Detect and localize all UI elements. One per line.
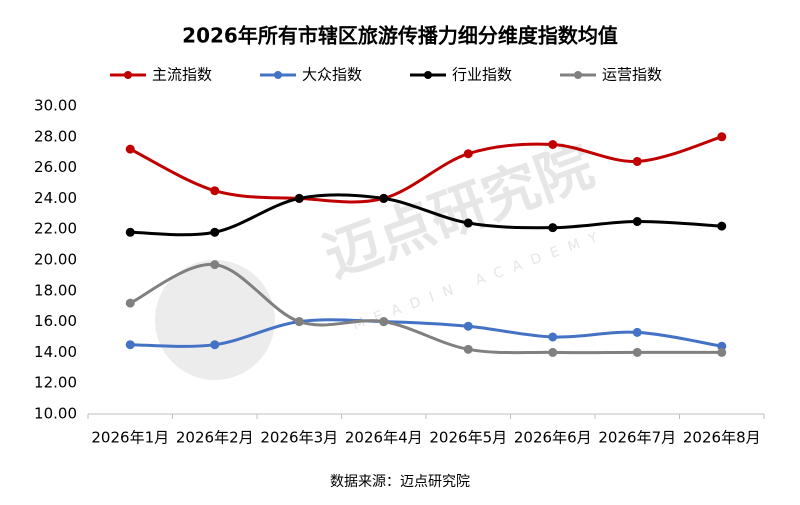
point [632, 327, 642, 337]
legend-label: 行业指数 [452, 66, 512, 84]
point [717, 221, 727, 231]
point [717, 347, 727, 357]
chart-title: 2026年所有市辖区旅游传播力细分维度指数均值 [182, 24, 618, 48]
y-tick-label: 18.00 [34, 281, 77, 299]
legend-label: 运营指数 [602, 66, 662, 84]
y-tick-label: 12.00 [34, 374, 77, 392]
legend-marker [574, 71, 582, 79]
point [463, 321, 473, 331]
series-line [129, 263, 722, 355]
x-tick-label: 2026年3月 [260, 429, 338, 447]
point [548, 347, 558, 357]
y-tick-label: 10.00 [34, 405, 77, 423]
point [294, 317, 304, 327]
point [379, 193, 389, 203]
point [548, 140, 558, 149]
point [463, 149, 473, 159]
x-tick-label: 2026年8月 [683, 429, 761, 447]
point [463, 344, 473, 354]
point [210, 260, 220, 270]
y-tick-label: 16.00 [34, 312, 77, 330]
x-tick-label: 2026年6月 [514, 429, 592, 447]
x-tick-label: 2026年1月 [91, 429, 169, 447]
x-tick-label: 2026年4月 [345, 429, 423, 447]
y-tick-label: 14.00 [34, 343, 77, 361]
point [210, 186, 220, 196]
point [632, 156, 642, 166]
legend-marker [274, 71, 282, 79]
point [125, 340, 135, 350]
point [548, 223, 558, 233]
legend-label: 主流指数 [152, 66, 212, 84]
point [632, 347, 642, 357]
y-tick-label: 28.00 [34, 127, 77, 145]
point [379, 317, 389, 327]
x-tick-label: 2026年7月 [598, 429, 676, 447]
point [548, 332, 558, 342]
legend-label: 大众指数 [302, 66, 362, 84]
point [210, 340, 220, 350]
point [294, 193, 304, 203]
legend-marker [124, 71, 132, 79]
point [632, 217, 642, 226]
series-line [129, 135, 723, 204]
series-line [130, 193, 722, 237]
point [463, 218, 473, 228]
point [717, 132, 727, 142]
point [125, 298, 135, 308]
y-tick-label: 30.00 [34, 97, 77, 115]
point [125, 144, 135, 154]
point [717, 341, 727, 351]
series-line [130, 318, 722, 348]
legend-marker [424, 71, 432, 79]
point [125, 227, 135, 237]
y-tick-label: 26.00 [34, 158, 77, 176]
x-tick-label: 2026年5月 [429, 429, 507, 447]
point [210, 227, 220, 237]
watermark-logo [155, 260, 275, 380]
y-tick-label: 20.00 [34, 251, 77, 269]
y-tick-label: 24.00 [34, 189, 77, 207]
source-note: 数据来源：迈点研究院 [330, 474, 470, 490]
y-tick-label: 22.00 [34, 220, 77, 238]
x-tick-label: 2026年2月 [176, 429, 254, 447]
